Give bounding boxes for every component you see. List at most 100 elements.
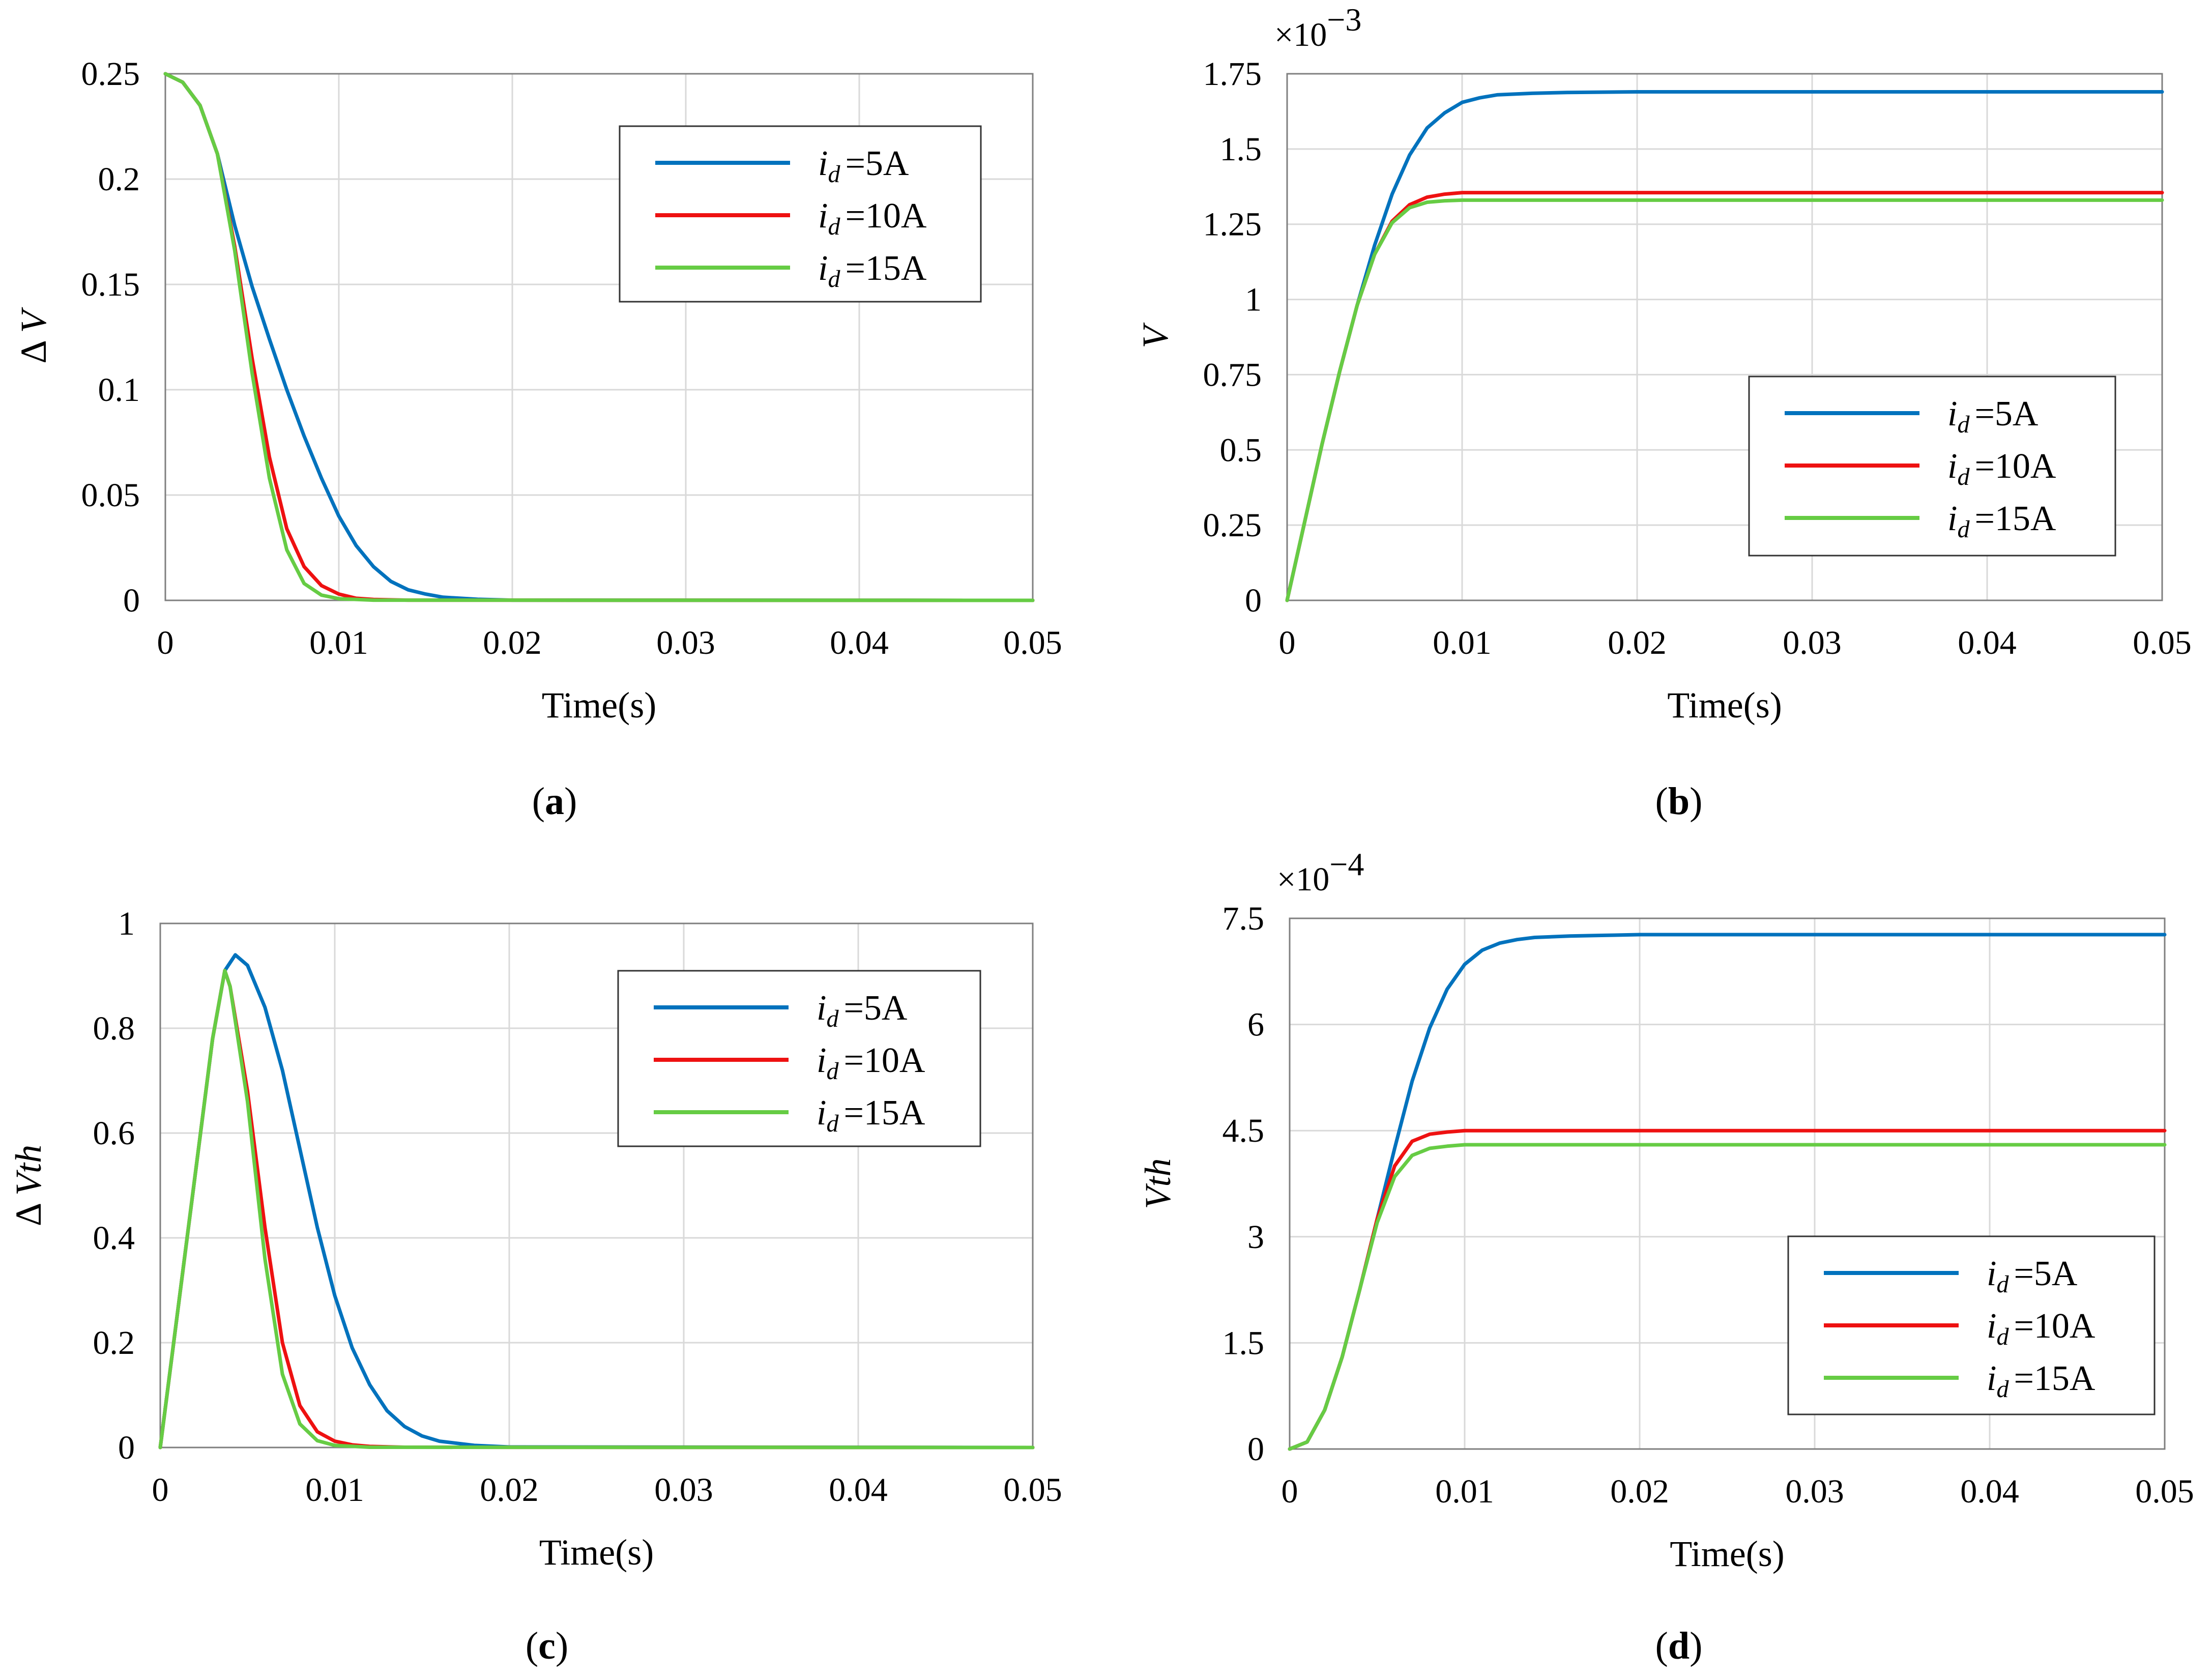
y-tick-label: 1.25 — [1203, 206, 1262, 243]
x-tick-label: 0.02 — [480, 1471, 539, 1509]
x-tick-label: 0.02 — [483, 624, 542, 661]
plot-frame — [1289, 917, 2166, 1450]
series-layer — [163, 72, 1035, 602]
panel-label: (d) — [1655, 1625, 1703, 1667]
legend-value: =10A — [2014, 1307, 2095, 1346]
legend-value: =10A — [1974, 447, 2056, 486]
y-tick-label: 0.8 — [93, 1010, 135, 1047]
series-line-id-15a — [1288, 1143, 2167, 1451]
y-multiplier: ×10−4 — [1277, 846, 1364, 898]
y-tick-label: 0.4 — [93, 1220, 135, 1257]
legend-var: i — [817, 1093, 826, 1133]
x-tick-label: 0.05 — [1003, 1471, 1062, 1509]
legend-label: id =5A — [1987, 1254, 2078, 1298]
x-tick-label: 0.03 — [654, 1471, 713, 1509]
y-tick-labels: 0 0.05 0.1 0.15 0.2 0.25 — [81, 55, 140, 619]
y-multiplier-exp: −3 — [1327, 2, 1361, 38]
series-line-id-15a — [163, 72, 1035, 602]
legend-label: id =15A — [1987, 1359, 2095, 1403]
panel-label: (c) — [526, 1625, 568, 1667]
y-tick-label: 1 — [118, 905, 135, 942]
x-tick-labels: 0 0.01 0.02 0.03 0.04 0.05 — [1282, 1473, 2194, 1510]
legend-label: id =5A — [1947, 394, 2039, 438]
plot-frame — [1286, 73, 2163, 601]
legend-value: =15A — [1974, 499, 2056, 538]
legend-value: =5A — [845, 144, 909, 183]
y-axis-label-var: Vth — [8, 1145, 49, 1196]
y-tick-label: 6 — [1247, 1006, 1264, 1044]
y-axis-label-var: V — [1135, 322, 1176, 348]
legend-var: i — [1947, 394, 1957, 433]
series-line-id-15a — [1285, 198, 2164, 602]
legend-value: =5A — [843, 989, 907, 1028]
x-tick-label: 0.04 — [1958, 624, 2017, 661]
y-tick-label: 0 — [1247, 1431, 1264, 1468]
series-layer — [1285, 90, 2164, 602]
x-tick-labels: 0 0.01 0.02 0.03 0.04 0.05 — [152, 1471, 1062, 1509]
legend-sub: d — [1996, 1376, 2009, 1403]
chart-panel-a: 0 0.01 0.02 0.03 0.04 0.05 0 0.05 0.1 0.15 0.2 0.2… — [13, 55, 1062, 823]
y-multiplier: ×10−3 — [1274, 2, 1361, 53]
y-tick-label: 0.05 — [81, 477, 140, 514]
legend-var: i — [818, 196, 828, 236]
x-tick-label: 0.03 — [1783, 624, 1842, 661]
y-tick-label: 0 — [118, 1429, 135, 1466]
panel-label: (a) — [532, 780, 577, 823]
legend-var: i — [1987, 1307, 1996, 1346]
panel-label: (b) — [1655, 780, 1703, 823]
chart-panel-c: 0 0.01 0.02 0.03 0.04 0.05 0 0.2 0.4 0.6 0.8 1 Tim… — [8, 905, 1062, 1667]
panel-letter: d — [1668, 1625, 1690, 1667]
legend-var: i — [818, 144, 828, 183]
legend-label: id =15A — [818, 249, 927, 293]
y-multiplier-base: ×10 — [1277, 861, 1329, 898]
legend-label: id =5A — [817, 989, 908, 1032]
x-tick-label: 0 — [1279, 624, 1296, 661]
y-tick-label: 0.1 — [98, 371, 140, 409]
legend-label: id =15A — [1947, 499, 2056, 543]
x-tick-label: 0.04 — [829, 1471, 888, 1509]
y-multiplier-base: ×10 — [1274, 16, 1327, 53]
y-tick-label: 0.15 — [81, 266, 140, 303]
legend-sub: d — [1957, 516, 1970, 543]
series-layer — [1288, 933, 2167, 1451]
x-tick-label: 0.01 — [309, 624, 368, 661]
legend-sub: d — [826, 1005, 839, 1032]
legend-sub: d — [826, 1058, 839, 1085]
y-axis-label-prefix: Δ — [8, 1196, 49, 1226]
legend-sub: d — [1957, 464, 1970, 490]
y-tick-label: 0.5 — [1220, 431, 1262, 469]
legend-label: id =10A — [1947, 447, 2056, 490]
x-axis-label: Time(s) — [1667, 685, 1782, 726]
y-tick-label: 3 — [1247, 1219, 1264, 1256]
y-tick-labels: 0 0.2 0.4 0.6 0.8 1 — [93, 905, 135, 1466]
legend-var: i — [817, 1041, 826, 1080]
legend-var: i — [818, 249, 828, 288]
y-tick-label: 0.25 — [1203, 507, 1262, 544]
x-tick-label: 0.01 — [305, 1471, 364, 1509]
x-tick-label: 0.02 — [1608, 624, 1667, 661]
series-line-id-15a — [158, 969, 1035, 1450]
x-tick-labels: 0 0.01 0.02 0.03 0.04 0.05 — [157, 624, 1062, 661]
y-axis-label-var: Vth — [1138, 1158, 1178, 1209]
x-tick-label: 0.05 — [2135, 1473, 2194, 1510]
y-tick-label: 0.2 — [98, 161, 140, 198]
x-tick-label: 0.05 — [2133, 624, 2192, 661]
x-tick-label: 0.01 — [1433, 624, 1492, 661]
legend-value: =15A — [845, 249, 926, 288]
y-tick-labels: 0 0.25 0.5 0.75 1 1.25 1.5 1.75 — [1203, 55, 1262, 619]
x-tick-label: 0 — [157, 624, 174, 661]
legend-sub: d — [1957, 411, 1970, 438]
y-axis-label-prefix: Δ — [13, 333, 54, 363]
x-axis-label: Time(s) — [542, 685, 656, 726]
legend-sub: d — [828, 213, 840, 240]
x-tick-label: 0.02 — [1610, 1473, 1669, 1510]
x-tick-label: 0.03 — [1785, 1473, 1844, 1510]
y-axis-label: Δ V — [13, 307, 54, 363]
x-axis-label: Time(s) — [539, 1532, 654, 1573]
legend-var: i — [1987, 1254, 1996, 1293]
y-tick-labels: 0 1.5 3 4.5 6 7.5 — [1223, 900, 1265, 1468]
x-tick-labels: 0 0.01 0.02 0.03 0.04 0.05 — [1279, 624, 2192, 661]
